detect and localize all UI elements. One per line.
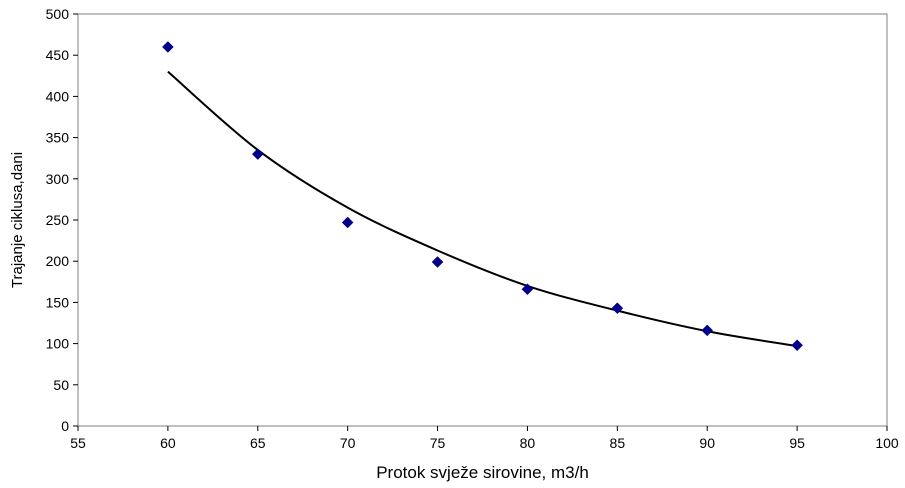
- x-tick-label: 80: [520, 435, 536, 451]
- y-tick-label: 400: [46, 88, 70, 104]
- y-tick-label: 250: [46, 212, 70, 228]
- y-tick-label: 50: [53, 377, 69, 393]
- x-tick-label: 95: [789, 435, 805, 451]
- y-tick-label: 350: [46, 130, 70, 146]
- x-axis-ticks: 55 60 65 70 75 80 85 90 95 100: [70, 426, 899, 451]
- y-tick-label: 0: [61, 418, 69, 434]
- data-point: [791, 339, 803, 352]
- y-tick-label: 150: [46, 294, 70, 310]
- x-axis-title: Protok svježe sirovine, m3/h: [376, 463, 589, 482]
- x-tick-label: 65: [250, 435, 266, 451]
- x-tick-label: 100: [875, 435, 899, 451]
- data-point: [611, 302, 624, 315]
- data-point: [701, 324, 714, 337]
- x-tick-label: 85: [610, 435, 626, 451]
- x-tick-label: 90: [699, 435, 715, 451]
- y-axis-ticks: 0 50 100 150 200 250 300 350 400 450 500: [46, 6, 78, 434]
- data-point: [341, 216, 354, 229]
- data-point: [162, 41, 174, 53]
- y-axis-title: Trajanje ciklusa,dani: [9, 152, 26, 288]
- x-tick-label: 55: [70, 435, 86, 451]
- data-points: [162, 41, 803, 352]
- x-tick-label: 75: [430, 435, 446, 451]
- y-tick-label: 500: [46, 6, 70, 22]
- plot-area: [77, 13, 888, 427]
- x-tick-label: 60: [160, 435, 176, 451]
- data-point: [431, 256, 444, 268]
- x-tick-label: 70: [340, 435, 356, 451]
- data-point: [521, 283, 534, 296]
- data-point: [251, 148, 264, 160]
- y-tick-label: 300: [46, 171, 70, 187]
- y-tick-label: 200: [46, 253, 70, 269]
- y-tick-label: 450: [46, 47, 70, 63]
- y-tick-label: 100: [46, 336, 70, 352]
